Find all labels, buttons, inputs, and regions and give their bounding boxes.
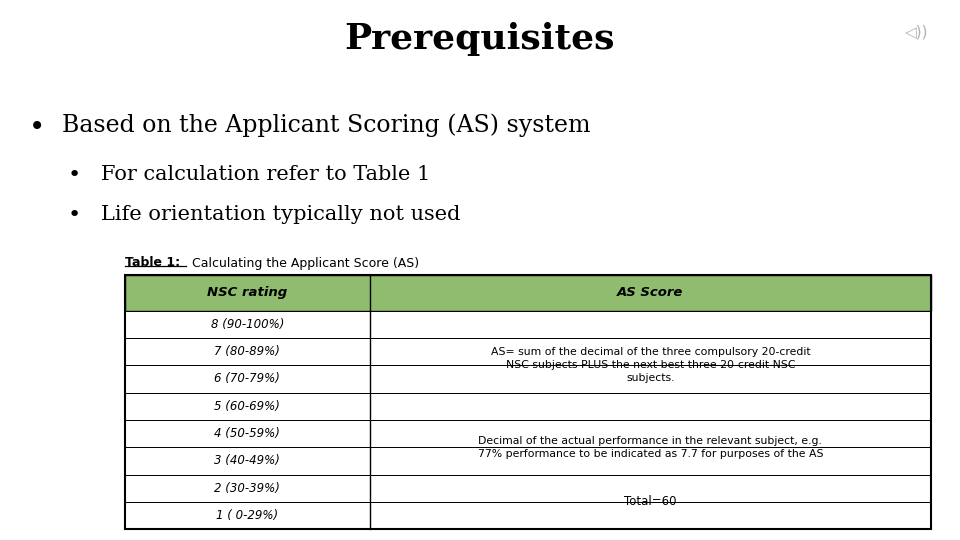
- Text: 4 (50-59%): 4 (50-59%): [214, 427, 280, 440]
- Text: •: •: [29, 113, 45, 141]
- Bar: [125, 447, 931, 475]
- Text: 2 (30-39%): 2 (30-39%): [214, 482, 280, 495]
- Text: 7 (80-89%): 7 (80-89%): [214, 345, 280, 358]
- Text: Prerequisites: Prerequisites: [345, 22, 615, 56]
- Text: Life orientation typically not used: Life orientation typically not used: [101, 205, 460, 224]
- Bar: [125, 393, 931, 420]
- Text: ◁)): ◁)): [905, 24, 928, 39]
- Bar: [125, 310, 931, 338]
- Text: 1 ( 0-29%): 1 ( 0-29%): [216, 509, 278, 522]
- Bar: [125, 338, 931, 365]
- Text: AS Score: AS Score: [617, 286, 684, 300]
- Text: NSC rating: NSC rating: [207, 286, 287, 300]
- Text: AS= sum of the decimal of the three compulsory 20-credit
NSC subjects PLUS the n: AS= sum of the decimal of the three comp…: [491, 347, 810, 383]
- Bar: [125, 475, 931, 502]
- Bar: [125, 502, 931, 529]
- Bar: [125, 365, 931, 393]
- Text: Decimal of the actual performance in the relevant subject, e.g.
77% performance : Decimal of the actual performance in the…: [478, 436, 823, 459]
- Text: 3 (40-49%): 3 (40-49%): [214, 454, 280, 467]
- Bar: [125, 420, 931, 447]
- Text: 8 (90-100%): 8 (90-100%): [210, 318, 284, 330]
- Text: 5 (60-69%): 5 (60-69%): [214, 400, 280, 413]
- Text: •: •: [67, 165, 81, 185]
- Bar: [125, 275, 931, 310]
- Text: •: •: [67, 205, 81, 225]
- Text: For calculation refer to Table 1: For calculation refer to Table 1: [101, 165, 430, 184]
- Text: Based on the Applicant Scoring (AS) system: Based on the Applicant Scoring (AS) syst…: [62, 113, 591, 137]
- Text: Total=60: Total=60: [624, 495, 677, 508]
- Text: Table 1:: Table 1:: [125, 256, 180, 269]
- Text: 6 (70-79%): 6 (70-79%): [214, 373, 280, 386]
- Text: Calculating the Applicant Score (AS): Calculating the Applicant Score (AS): [188, 256, 420, 269]
